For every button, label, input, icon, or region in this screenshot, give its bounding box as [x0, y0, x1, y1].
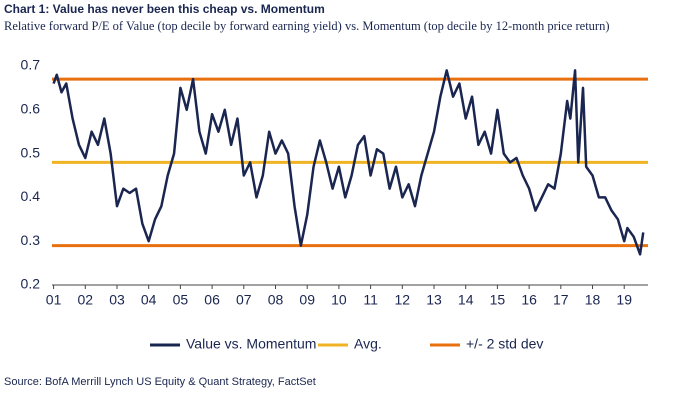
x-tick-label: 19 [616, 292, 632, 308]
x-tick-label: 05 [173, 292, 189, 308]
x-tick-label: 13 [426, 292, 442, 308]
legend-label: +/- 2 std dev [466, 336, 543, 352]
x-tick-label: 15 [490, 292, 506, 308]
y-tick-label: 0.2 [21, 276, 41, 292]
source: Source: BofA Merrill Lynch US Equity & Q… [4, 376, 316, 388]
x-tick-label: 01 [46, 292, 62, 308]
chart-subtitle: Relative forward P/E of Value (top decil… [4, 19, 610, 33]
y-tick-label: 0.6 [21, 101, 41, 117]
x-tick-label: 09 [299, 292, 315, 308]
x-tick-label: 17 [553, 292, 569, 308]
x-tick-label: 12 [395, 292, 411, 308]
x-tick-label: 16 [521, 292, 537, 308]
y-tick-label: 0.3 [21, 232, 41, 248]
x-tick-label: 08 [268, 292, 284, 308]
x-tick-label: 07 [236, 292, 252, 308]
x-tick-label: 02 [77, 292, 93, 308]
x-tick-label: 11 [363, 292, 378, 308]
y-tick-label: 0.7 [21, 57, 41, 73]
x-tick-label: 14 [458, 292, 474, 308]
y-tick-label: 0.5 [21, 144, 41, 160]
x-tick-label: 10 [331, 292, 347, 308]
chart-title: Chart 1: Value has never been this cheap… [4, 2, 325, 16]
x-tick-label: 18 [585, 292, 601, 308]
y-tick-label: 0.4 [21, 188, 41, 204]
x-tick-label: 06 [204, 292, 220, 308]
legend-label: Value vs. Momentum [186, 336, 316, 352]
x-tick-label: 04 [141, 292, 157, 308]
x-tick-label: 03 [109, 292, 125, 308]
legend-label: Avg. [354, 336, 382, 352]
data-line [52, 69, 645, 256]
